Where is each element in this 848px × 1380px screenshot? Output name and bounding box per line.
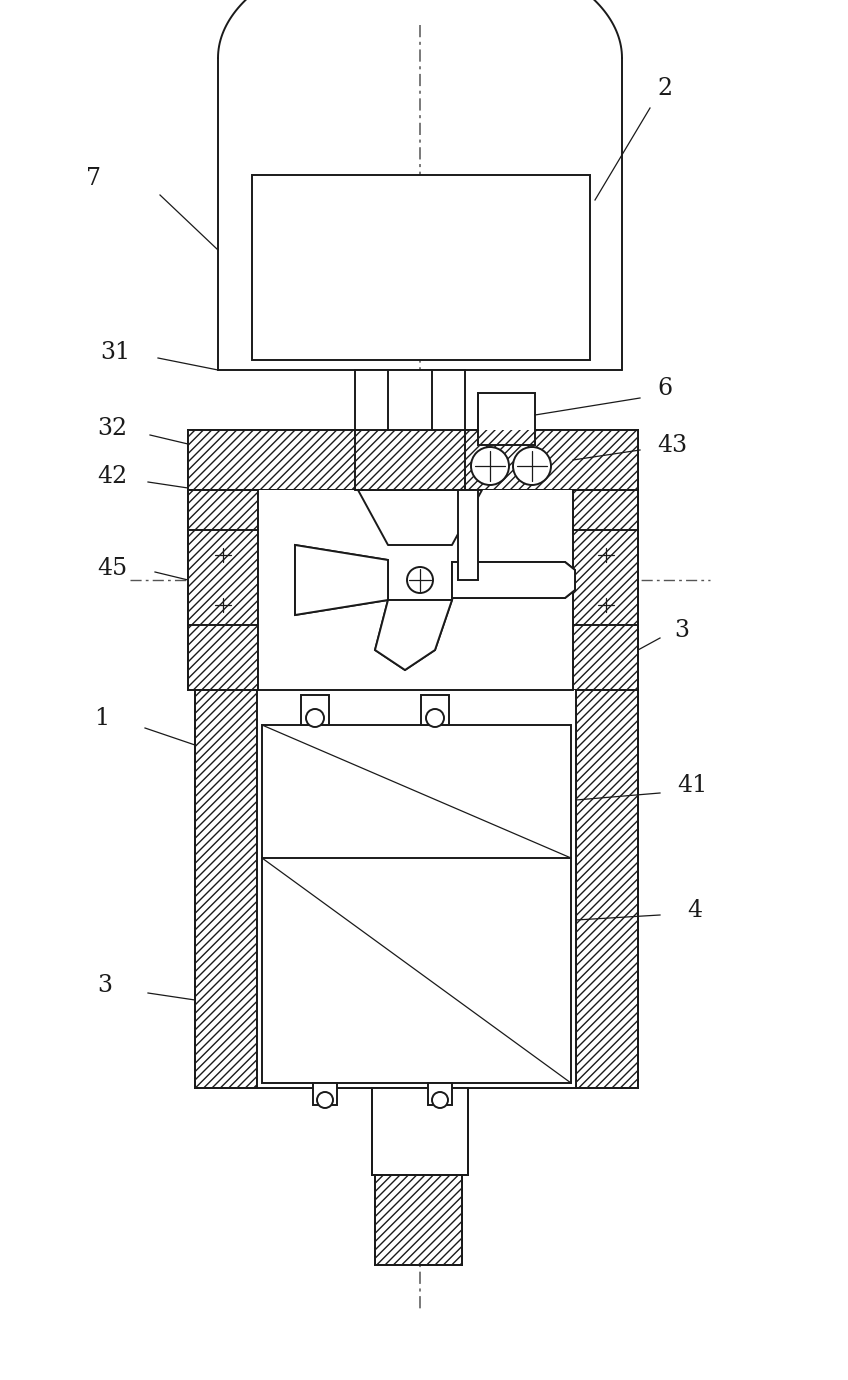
- Bar: [573, 431, 638, 690]
- Text: 42: 42: [97, 465, 127, 487]
- Bar: [573, 431, 638, 690]
- Bar: [258, 490, 573, 690]
- Bar: [301, 696, 329, 724]
- Circle shape: [471, 447, 509, 484]
- Bar: [252, 175, 590, 360]
- Bar: [195, 690, 257, 1087]
- Bar: [428, 1083, 452, 1105]
- Text: 31: 31: [100, 341, 130, 363]
- Text: 41: 41: [677, 774, 707, 796]
- Bar: [188, 431, 258, 690]
- Text: 6: 6: [657, 377, 672, 399]
- Circle shape: [432, 1092, 448, 1108]
- Text: 2: 2: [657, 76, 672, 99]
- Bar: [188, 431, 638, 490]
- Text: 7: 7: [86, 167, 101, 189]
- Bar: [375, 1174, 462, 1265]
- Bar: [478, 393, 535, 444]
- Bar: [458, 490, 478, 580]
- Bar: [375, 1174, 462, 1265]
- Circle shape: [407, 567, 433, 593]
- Bar: [313, 1083, 337, 1105]
- Bar: [372, 1087, 468, 1174]
- Text: 45: 45: [97, 556, 127, 580]
- Bar: [421, 696, 449, 724]
- Text: 3: 3: [674, 618, 689, 642]
- Polygon shape: [295, 545, 388, 615]
- Bar: [262, 724, 571, 1083]
- Text: 3: 3: [98, 973, 113, 996]
- Bar: [188, 431, 258, 690]
- Text: 1: 1: [94, 707, 109, 730]
- Bar: [576, 690, 638, 1087]
- Circle shape: [513, 447, 551, 484]
- Polygon shape: [375, 600, 452, 671]
- Circle shape: [317, 1092, 333, 1108]
- Text: 4: 4: [688, 898, 702, 922]
- Circle shape: [426, 709, 444, 727]
- Bar: [195, 690, 257, 1087]
- Bar: [188, 431, 638, 490]
- Text: 43: 43: [657, 433, 687, 457]
- Text: 32: 32: [97, 417, 127, 439]
- Bar: [355, 370, 465, 431]
- Polygon shape: [452, 562, 575, 598]
- Circle shape: [306, 709, 324, 727]
- Bar: [576, 690, 638, 1087]
- Bar: [257, 690, 576, 1087]
